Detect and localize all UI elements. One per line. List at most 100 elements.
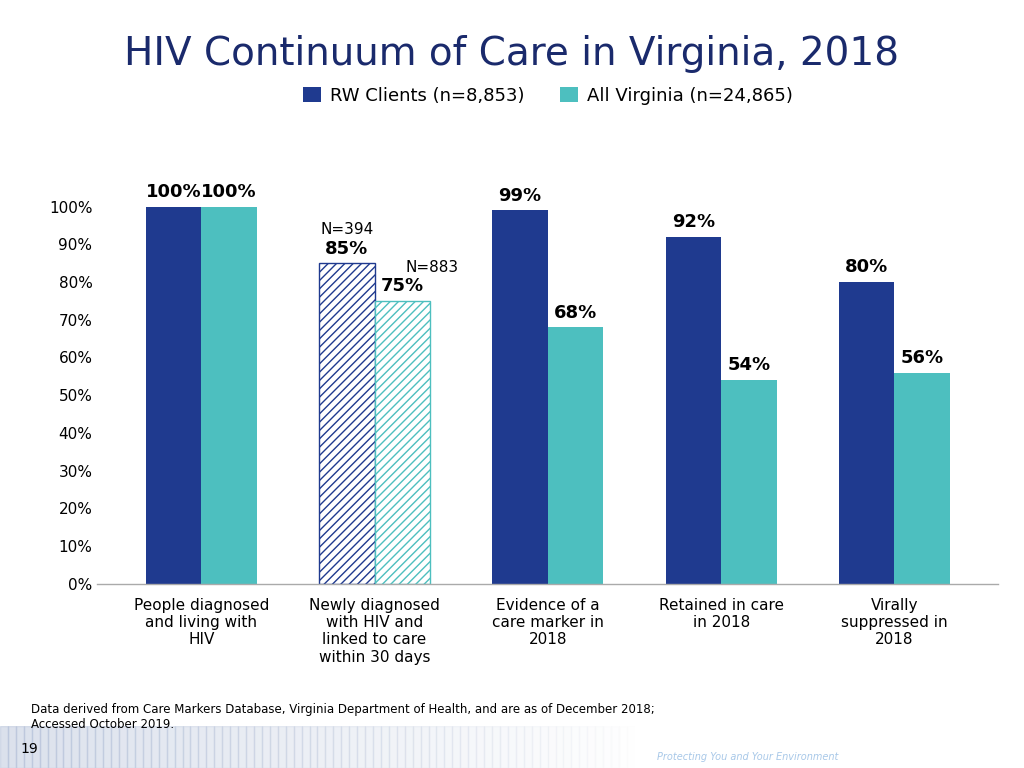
- Bar: [555, 726, 563, 768]
- Bar: [839, 282, 894, 584]
- Text: Data derived from Care Markers Database, Virginia Department of Health, and are : Data derived from Care Markers Database,…: [31, 703, 654, 730]
- Text: OF HEALTH: OF HEALTH: [882, 731, 946, 741]
- Bar: [349, 726, 357, 768]
- Bar: [55, 726, 63, 768]
- Bar: [230, 726, 238, 768]
- Bar: [199, 726, 207, 768]
- Bar: [190, 726, 199, 768]
- Bar: [326, 726, 333, 768]
- Text: 19: 19: [20, 743, 38, 756]
- Bar: [294, 726, 301, 768]
- Bar: [484, 726, 492, 768]
- Bar: [47, 726, 55, 768]
- Text: N=394: N=394: [321, 222, 374, 237]
- Bar: [119, 726, 127, 768]
- Text: 56%: 56%: [900, 349, 944, 367]
- Bar: [357, 726, 365, 768]
- Bar: [588, 726, 595, 768]
- Text: 54%: 54%: [727, 356, 770, 375]
- Bar: [167, 726, 174, 768]
- Text: VIRGINIA: VIRGINIA: [882, 694, 935, 704]
- Bar: [270, 726, 278, 768]
- Bar: [207, 726, 214, 768]
- Bar: [135, 726, 143, 768]
- Text: 68%: 68%: [554, 303, 597, 322]
- Bar: [32, 726, 40, 768]
- Bar: [389, 726, 397, 768]
- Text: DEPARTMENT: DEPARTMENT: [882, 713, 961, 723]
- Bar: [548, 327, 603, 584]
- Bar: [254, 726, 262, 768]
- Bar: [8, 726, 16, 768]
- Bar: [214, 726, 222, 768]
- Bar: [174, 726, 182, 768]
- Text: Protecting You and Your Environment: Protecting You and Your Environment: [657, 753, 839, 763]
- Bar: [16, 726, 24, 768]
- Bar: [444, 726, 453, 768]
- Bar: [603, 726, 611, 768]
- Bar: [145, 207, 202, 584]
- Bar: [143, 726, 151, 768]
- Bar: [127, 726, 135, 768]
- Bar: [24, 726, 32, 768]
- Bar: [611, 726, 618, 768]
- Polygon shape: [626, 680, 657, 768]
- Bar: [500, 726, 508, 768]
- Bar: [508, 726, 516, 768]
- Bar: [563, 726, 571, 768]
- Bar: [238, 726, 246, 768]
- Text: 99%: 99%: [499, 187, 542, 205]
- Bar: [341, 726, 349, 768]
- Text: 100%: 100%: [201, 183, 257, 201]
- Bar: [373, 726, 381, 768]
- Bar: [95, 726, 103, 768]
- Text: 75%: 75%: [381, 277, 424, 295]
- Bar: [523, 726, 531, 768]
- Bar: [595, 726, 603, 768]
- Bar: [397, 726, 404, 768]
- Bar: [262, 726, 269, 768]
- Bar: [159, 726, 167, 768]
- Bar: [429, 726, 436, 768]
- Text: HIV Continuum of Care in Virginia, 2018: HIV Continuum of Care in Virginia, 2018: [125, 35, 899, 72]
- Bar: [666, 237, 721, 584]
- Bar: [627, 726, 635, 768]
- Bar: [103, 726, 112, 768]
- Bar: [516, 726, 523, 768]
- Bar: [618, 726, 627, 768]
- Bar: [309, 726, 317, 768]
- Bar: [182, 726, 190, 768]
- Bar: [278, 726, 286, 768]
- Bar: [421, 726, 428, 768]
- Bar: [540, 726, 548, 768]
- Bar: [580, 726, 587, 768]
- Bar: [301, 726, 309, 768]
- Legend: RW Clients (n=8,853), All Virginia (n=24,865): RW Clients (n=8,853), All Virginia (n=24…: [302, 87, 794, 104]
- Bar: [40, 726, 47, 768]
- Bar: [493, 210, 548, 584]
- Bar: [548, 726, 555, 768]
- Text: 100%: 100%: [145, 183, 202, 201]
- Bar: [531, 726, 540, 768]
- Bar: [476, 726, 484, 768]
- Bar: [63, 726, 72, 768]
- Text: VDH: VDH: [700, 699, 782, 731]
- Bar: [571, 726, 580, 768]
- Bar: [413, 726, 421, 768]
- Bar: [319, 263, 375, 584]
- Bar: [286, 726, 294, 768]
- Bar: [381, 726, 389, 768]
- Bar: [468, 726, 476, 768]
- Text: 92%: 92%: [672, 214, 715, 231]
- Bar: [222, 726, 230, 768]
- Bar: [375, 301, 430, 584]
- Bar: [0, 726, 8, 768]
- Bar: [80, 726, 87, 768]
- Bar: [151, 726, 159, 768]
- Bar: [492, 726, 500, 768]
- Bar: [894, 372, 950, 584]
- Bar: [404, 726, 413, 768]
- Text: 80%: 80%: [845, 258, 889, 276]
- Bar: [111, 726, 119, 768]
- Bar: [246, 726, 254, 768]
